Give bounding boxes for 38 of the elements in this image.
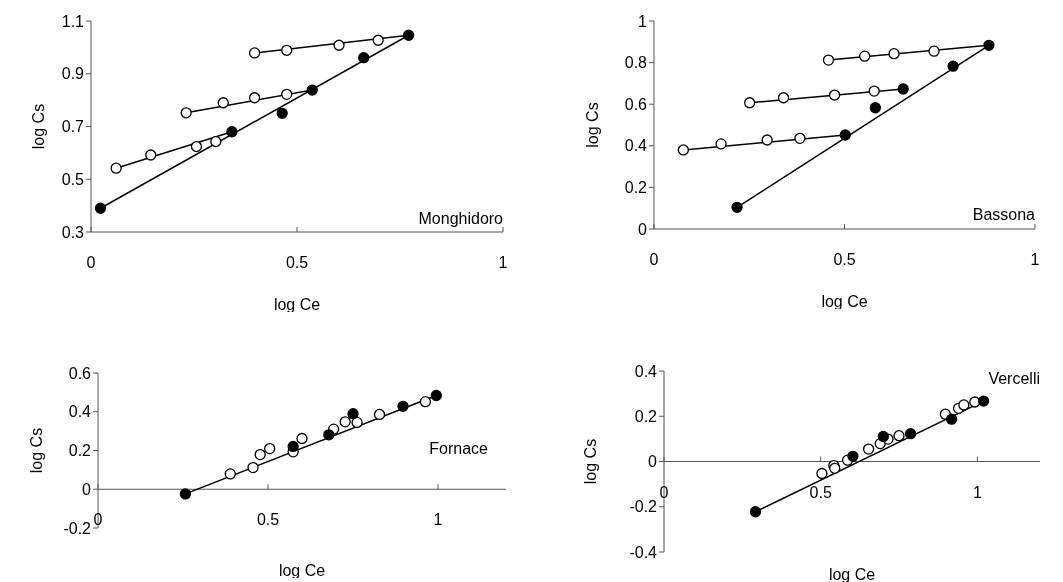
- y-tick-label: 0.2: [68, 442, 92, 460]
- y-tick-label: 0.7: [61, 118, 85, 136]
- y-tick-label: 0.6: [68, 364, 92, 382]
- annotation: Vercelli: [988, 370, 1040, 388]
- y-tick-label: 0.9: [61, 65, 85, 83]
- y-tick-label: -0.4: [629, 543, 658, 561]
- y-tick-label: 0.4: [68, 403, 92, 421]
- x-tick-label: 0: [93, 511, 103, 529]
- annotation: Fornace: [429, 440, 488, 458]
- x-tick-label: 1: [972, 483, 982, 501]
- x-tick-label: 1: [433, 511, 443, 529]
- y-tick-label: 0.8: [624, 54, 648, 72]
- y-tick-label: 1.1: [61, 12, 85, 30]
- x-tick-label: 1: [498, 254, 508, 271]
- y-tick-label: 0.4: [624, 137, 648, 155]
- y-tick-label: 0.3: [61, 223, 85, 241]
- y-tick-label: 0.5: [61, 170, 85, 188]
- annotation: Monghidoro: [418, 210, 503, 228]
- x-tick-label: 0.5: [833, 251, 856, 268]
- x-tick-label: 1: [1030, 251, 1040, 268]
- annotation: Bassona: [972, 206, 1035, 224]
- y-tick-label: -0.2: [629, 498, 658, 516]
- y-axis-title: log Cs: [27, 427, 45, 474]
- y-axis-title: log Cs: [29, 103, 47, 150]
- y-tick-label: 0.4: [634, 362, 658, 380]
- x-tick-label: 0.5: [256, 511, 280, 529]
- y-axis-title: log Cs: [581, 438, 599, 485]
- y-tick-label: 0: [638, 220, 648, 238]
- x-tick-label: 0.5: [285, 254, 309, 271]
- y-tick-label: 0.2: [624, 179, 648, 197]
- y-tick-label: 1: [638, 12, 648, 30]
- x-tick-label: 0.5: [809, 483, 832, 501]
- y-tick-label: 0.6: [624, 95, 648, 113]
- x-tick-label: 0: [659, 483, 669, 501]
- y-tick-label: 0.2: [634, 407, 658, 425]
- y-tick-label: -0.2: [63, 519, 92, 537]
- y-tick-label: 0: [648, 453, 658, 471]
- y-axis-title: log Cs: [583, 102, 601, 148]
